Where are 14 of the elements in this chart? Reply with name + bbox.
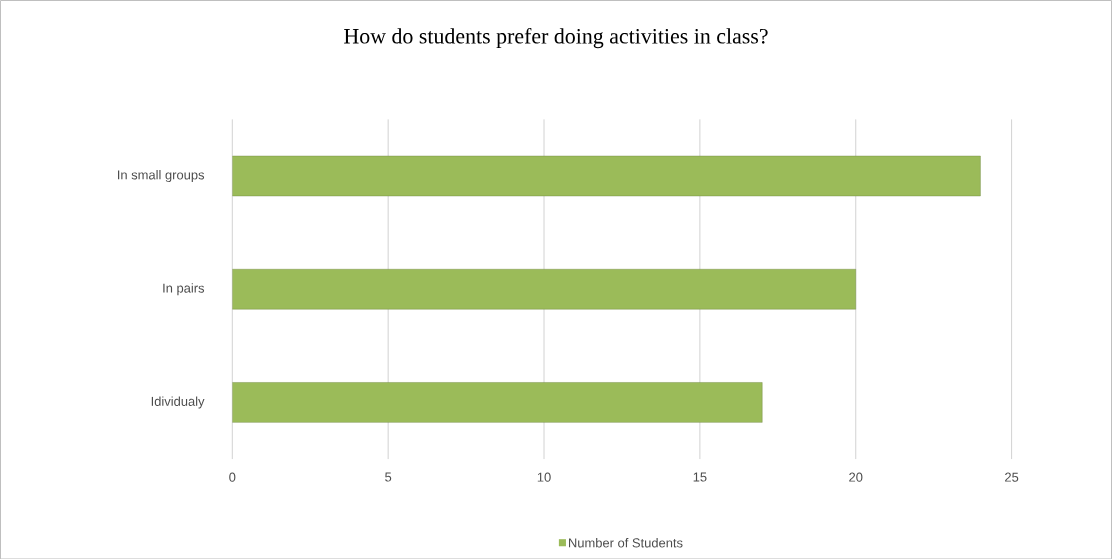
chart-title: How do students prefer doing activities in class? [344,27,768,48]
y-tick-label: Idividualy [151,396,205,409]
x-tick-label: 0 [229,472,236,482]
x-tick-label: 10 [537,472,551,482]
y-tick-label: In pairs [163,282,205,296]
legend-label: Number of Students [569,537,683,548]
bar [232,155,981,196]
x-tick-label: 5 [385,472,392,482]
x-tick-label: 25 [1005,472,1019,482]
bar [232,382,763,423]
bar [232,268,856,310]
x-tick-label: 15 [693,472,707,482]
x-tick-label: 20 [849,472,863,482]
y-tick-label: In small groups [118,169,205,182]
